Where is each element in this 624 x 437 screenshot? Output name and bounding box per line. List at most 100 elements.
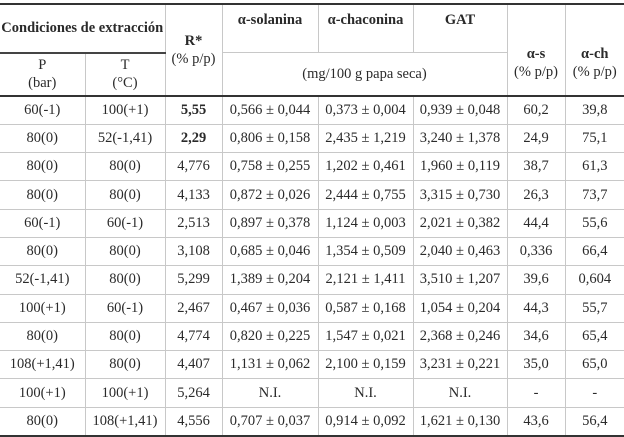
table-row: 108(+1,41) 80(0) 4,407 1,131 ± 0,062 2,100 ±…: [0, 350, 624, 380]
cell-as: 34,6: [506, 322, 566, 352]
cell-cha: 1,354 ± 0,509: [317, 237, 414, 267]
cell-cha: 2,121 ± 1,411: [317, 265, 414, 295]
cell-as: 0,336: [506, 237, 566, 267]
cell-ach: 65,4: [564, 322, 624, 352]
cell-ach: 56,4: [564, 407, 624, 437]
cell-as: 39,6: [506, 265, 566, 295]
cell-gat: 3,240 ± 1,378: [412, 124, 508, 154]
cell-as: 44,3: [506, 294, 566, 323]
cell-cha: 0,914 ± 0,092: [317, 407, 414, 437]
cell-gat: N.I.: [412, 378, 508, 408]
cell-cha: 2,100 ± 0,159: [317, 350, 414, 380]
cell-as: 43,6: [506, 407, 566, 437]
cell-t: 80(0): [84, 180, 166, 210]
cell-p: 80(0): [0, 152, 86, 182]
header-t-label: T: [120, 57, 130, 73]
cell-t: 80(0): [84, 350, 166, 380]
cell-p: 80(0): [0, 407, 86, 437]
header-ach-unit: (% p/p): [572, 63, 617, 80]
cell-t: 60(-1): [84, 294, 166, 323]
table-row: 80(0) 80(0) 4,133 0,872 ± 0,026 2,444 ± 0,75…: [0, 180, 624, 210]
cell-as: 26,3: [506, 180, 566, 210]
cell-gat: 2,368 ± 0,246: [412, 322, 508, 352]
cell-as: 35,0: [506, 350, 566, 380]
cell-r: 5,299: [164, 265, 223, 295]
cell-sol: 0,897 ± 0,378: [221, 209, 319, 238]
header-chaconina: α-chaconina: [317, 3, 414, 53]
cell-p: 80(0): [0, 180, 86, 210]
cell-t: 80(0): [84, 265, 166, 295]
cell-r: 2,29: [164, 124, 223, 154]
header-as: α-s (% p/p): [506, 3, 566, 97]
header-p: P (bar): [0, 52, 86, 97]
cell-ach: 61,3: [564, 152, 624, 182]
cell-ach: 66,4: [564, 237, 624, 267]
cell-r: 4,133: [164, 180, 223, 210]
header-r-label: R*: [184, 32, 203, 49]
header-t-unit: (°C): [112, 75, 138, 91]
cell-ach: 0,604: [564, 265, 624, 295]
cell-sol: 0,820 ± 0,225: [221, 322, 319, 352]
cell-gat: 2,040 ± 0,463: [412, 237, 508, 267]
header-r: R* (% p/p): [164, 3, 223, 97]
cell-p: 108(+1,41): [0, 350, 86, 380]
table-row: 80(0) 108(+1,41) 4,556 0,707 ± 0,037 0,914 ±…: [0, 407, 624, 437]
cell-t: 80(0): [84, 237, 166, 267]
cell-cha: 2,435 ± 1,219: [317, 124, 414, 154]
cell-r: 4,776: [164, 152, 223, 182]
cell-cha: 1,547 ± 0,021: [317, 322, 414, 352]
cell-cha: 0,373 ± 0,004: [317, 95, 414, 125]
cell-p: 100(+1): [0, 294, 86, 323]
table-row: 52(-1,41) 80(0) 5,299 1,389 ± 0,204 2,121 ± …: [0, 265, 624, 295]
cell-gat: 3,231 ± 0,221: [412, 350, 508, 380]
cell-t: 80(0): [84, 322, 166, 352]
cell-cha: 1,202 ± 0,461: [317, 152, 414, 182]
cell-sol: 1,389 ± 0,204: [221, 265, 319, 295]
cell-p: 60(-1): [0, 95, 86, 125]
table-row: 100(+1) 60(-1) 2,467 0,467 ± 0,036 0,587 ± 0…: [0, 294, 624, 323]
header-ach-label: α-ch: [581, 45, 609, 62]
header-gat: GAT: [412, 3, 508, 53]
results-table: Condiciones de extracción R* (% p/p) α-so…: [0, 3, 624, 437]
cell-p: 80(0): [0, 124, 86, 154]
table-row: 80(0) 80(0) 4,774 0,820 ± 0,225 1,547 ± 0,02…: [0, 322, 624, 352]
header-conditions: Condiciones de extracción: [0, 3, 166, 54]
table-row: 80(0) 52(-1,41) 2,29 0,806 ± 0,158 2,435 ± 1…: [0, 124, 624, 154]
cell-sol: 0,758 ± 0,255: [221, 152, 319, 182]
cell-gat: 1,960 ± 0,119: [412, 152, 508, 182]
cell-ach: -: [564, 378, 624, 408]
cell-t: 108(+1,41): [84, 407, 166, 437]
cell-ach: 39,8: [564, 95, 624, 125]
cell-as: 44,4: [506, 209, 566, 238]
cell-cha: 2,444 ± 0,755: [317, 180, 414, 210]
cell-ach: 65,0: [564, 350, 624, 380]
cell-t: 80(0): [84, 152, 166, 182]
cell-sol: 0,806 ± 0,158: [221, 124, 319, 154]
cell-ach: 55,6: [564, 209, 624, 238]
cell-r: 4,556: [164, 407, 223, 437]
cell-r: 2,513: [164, 209, 223, 238]
header-t: T (°C): [84, 52, 166, 97]
cell-sol: 0,685 ± 0,046: [221, 237, 319, 267]
cell-p: 80(0): [0, 322, 86, 352]
cell-cha: N.I.: [317, 378, 414, 408]
cell-p: 80(0): [0, 237, 86, 267]
table-row: 100(+1) 100(+1) 5,264 N.I. N.I. N.I. - -: [0, 378, 624, 408]
cell-r: 4,407: [164, 350, 223, 380]
cell-r: 5,55: [164, 95, 223, 125]
header-p-unit: (bar): [28, 75, 57, 91]
cell-gat: 1,621 ± 0,130: [412, 407, 508, 437]
cell-sol: 1,131 ± 0,062: [221, 350, 319, 380]
table-row: 80(0) 80(0) 3,108 0,685 ± 0,046 1,354 ± 0,50…: [0, 237, 624, 267]
cell-gat: 3,315 ± 0,730: [412, 180, 508, 210]
cell-gat: 0,939 ± 0,048: [412, 95, 508, 125]
cell-gat: 1,054 ± 0,204: [412, 294, 508, 323]
cell-as: 38,7: [506, 152, 566, 182]
header-solanina: α-solanina: [221, 3, 319, 53]
table-row: 60(-1) 100(+1) 5,55 0,566 ± 0,044 0,373 ± 0,…: [0, 95, 624, 125]
cell-p: 60(-1): [0, 209, 86, 238]
cell-ach: 55,7: [564, 294, 624, 323]
cell-t: 100(+1): [84, 378, 166, 408]
cell-p: 52(-1,41): [0, 265, 86, 295]
cell-p: 100(+1): [0, 378, 86, 408]
